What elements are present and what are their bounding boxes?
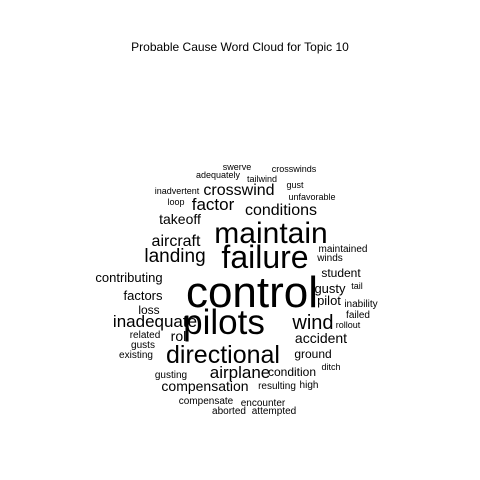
word-contributing: contributing xyxy=(95,270,162,285)
word-resulting: resulting xyxy=(258,381,296,392)
word-wind: wind xyxy=(291,312,333,334)
word-unfavorable: unfavorable xyxy=(288,192,335,202)
word-inability: inability xyxy=(344,299,377,310)
word-gusting: gusting xyxy=(155,370,187,381)
word-encounter: encounter xyxy=(241,398,286,409)
word-gusty: gusty xyxy=(314,281,346,296)
word-student: student xyxy=(321,266,361,280)
word-maintained: maintained xyxy=(319,244,368,255)
word-attempted: attempted xyxy=(252,406,296,417)
word-factors: factors xyxy=(123,288,163,303)
word-existing: existing xyxy=(119,350,153,361)
word-swerve: swerve xyxy=(223,162,252,172)
word-aborted: aborted xyxy=(212,406,246,417)
word-conditions: conditions xyxy=(245,202,317,219)
page-title: Probable Cause Word Cloud for Topic 10 xyxy=(131,40,349,54)
word-compensate: compensate xyxy=(179,396,234,407)
word-gust: gust xyxy=(286,180,304,190)
word-maintain: maintain xyxy=(214,217,327,250)
word-ditch: ditch xyxy=(321,362,340,372)
word-takeoff: takeoff xyxy=(159,211,201,227)
word-loss: loss xyxy=(138,303,159,317)
word-airplane: airplane xyxy=(210,363,271,382)
word-roll: roll xyxy=(171,328,190,344)
word-high: high xyxy=(300,380,319,391)
word-inadequate: inadequate xyxy=(113,312,197,331)
word-condition: condition xyxy=(268,365,316,379)
word-ground: ground xyxy=(294,347,331,361)
word-related: related xyxy=(130,330,161,341)
word-loop: loop xyxy=(167,197,184,207)
word-pilots: pilots xyxy=(183,303,265,342)
word-pilot: pilot xyxy=(317,293,341,308)
word-control: control xyxy=(186,268,318,317)
word-tailwind: tailwind xyxy=(247,174,277,184)
word-crosswinds: crosswinds xyxy=(272,164,317,174)
word-aircraft: aircraft xyxy=(152,233,201,250)
word-rollout: rollout xyxy=(336,320,361,330)
word-failed: failed xyxy=(346,310,370,321)
word-landing: landing xyxy=(144,246,205,267)
word-accident: accident xyxy=(295,330,347,346)
word-directional: directional xyxy=(166,341,280,369)
word-inadvertent: inadvertent xyxy=(155,186,200,196)
word-adequately: adequately xyxy=(196,170,241,180)
word-failure: failure xyxy=(221,239,308,275)
word-winds: winds xyxy=(316,253,343,264)
word-compensation: compensation xyxy=(161,378,248,394)
word-tail: tail xyxy=(351,281,363,291)
word-factor: factor xyxy=(192,195,235,214)
word-gusts: gusts xyxy=(131,340,155,351)
word-crosswind: crosswind xyxy=(203,182,274,199)
